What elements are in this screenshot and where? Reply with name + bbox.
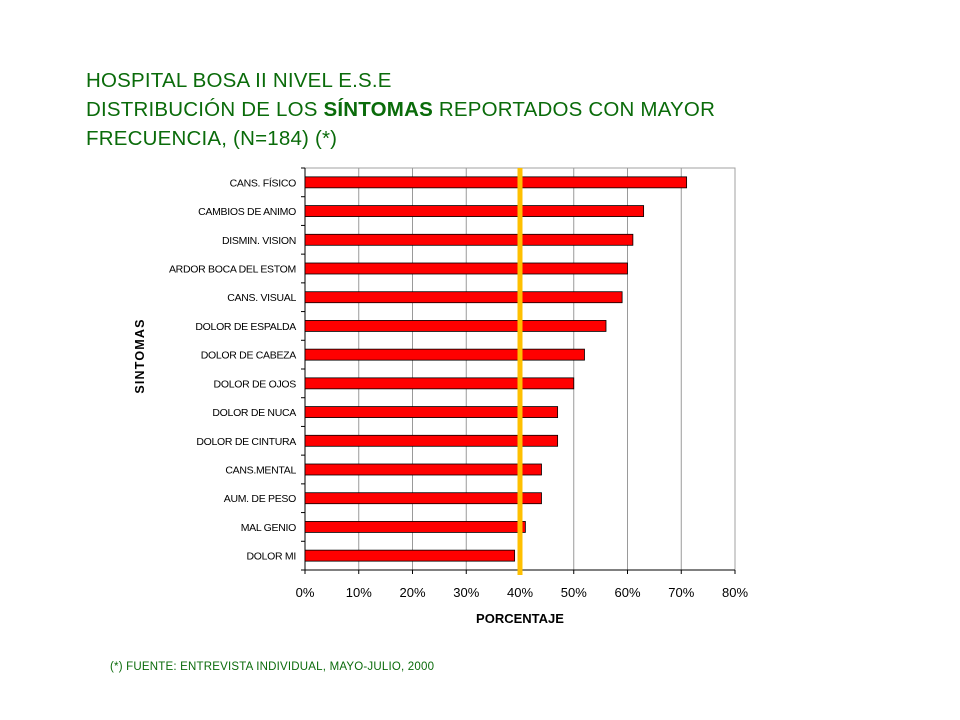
chart-title: HOSPITAL BOSA II NIVEL E.S.E DISTRIBUCIÓ… bbox=[86, 66, 906, 153]
title-line-1: HOSPITAL BOSA II NIVEL E.S.E bbox=[86, 69, 392, 92]
bar-9 bbox=[304, 406, 559, 418]
category-label: DOLOR DE ESPALDA bbox=[195, 321, 296, 333]
x-tick-label: 60% bbox=[614, 585, 640, 600]
bar-2 bbox=[304, 205, 645, 217]
category-label: CANS. FÍSICO bbox=[230, 176, 297, 189]
category-label: DOLOR DE CINTURA bbox=[196, 436, 296, 448]
x-tick-label: 80% bbox=[722, 585, 748, 600]
bar-13 bbox=[304, 521, 526, 533]
x-tick-label: 0% bbox=[296, 585, 315, 600]
bar-6 bbox=[304, 320, 607, 332]
category-label: AUM. DE PESO bbox=[224, 493, 296, 505]
bar-11 bbox=[304, 463, 542, 476]
category-label: DOLOR DE OJOS bbox=[214, 378, 297, 390]
category-label: MAL GENIO bbox=[241, 522, 296, 534]
footnote: (*) FUENTE: ENTREVISTA INDIVIDUAL, MAYO-… bbox=[110, 661, 435, 673]
bar-14 bbox=[304, 549, 516, 562]
category-label: DOLOR MI bbox=[246, 551, 296, 563]
bar-1 bbox=[304, 176, 688, 189]
bar-12 bbox=[304, 492, 542, 505]
title-line-2-suffix: REPORTADOS CON MAYOR bbox=[432, 98, 716, 121]
x-tick-label: 50% bbox=[561, 585, 587, 600]
bar-7 bbox=[304, 348, 585, 361]
bar-8 bbox=[304, 377, 575, 390]
category-label: ARDOR BOCA DEL ESTOM bbox=[169, 264, 296, 276]
category-label: CANS.MENTAL bbox=[225, 465, 296, 477]
category-label: DOLOR DE CABEZA bbox=[201, 350, 297, 362]
bar-3 bbox=[304, 233, 634, 246]
title-line-3: FRECUENCIA, (N=184) (*) bbox=[86, 127, 338, 150]
title-line-2-prefix: DISTRIBUCIÓN DE LOS bbox=[86, 98, 324, 121]
title-line-2-bold: SÍNTOMAS bbox=[323, 98, 433, 121]
y-axis-title: SINTOMAS bbox=[133, 318, 147, 393]
bar-4 bbox=[304, 262, 628, 275]
category-label: DISMIN. VISION bbox=[222, 235, 296, 247]
category-label: CAMBIOS DE ANIMO bbox=[198, 206, 296, 218]
x-tick-label: 40% bbox=[507, 585, 533, 600]
category-label: DOLOR DE NUCA bbox=[212, 407, 296, 419]
x-tick-label: 70% bbox=[668, 585, 694, 600]
x-tick-label: 10% bbox=[346, 585, 372, 600]
x-axis-title: PORCENTAJE bbox=[476, 611, 564, 626]
x-tick-label: 30% bbox=[453, 585, 479, 600]
x-tick-label: 20% bbox=[399, 585, 425, 600]
title-line-2: DISTRIBUCIÓN DE LOS SÍNTOMAS REPORTADOS … bbox=[86, 95, 906, 124]
category-label: CANS. VISUAL bbox=[227, 292, 296, 304]
bar-10 bbox=[304, 434, 559, 447]
bar-5 bbox=[304, 291, 623, 304]
